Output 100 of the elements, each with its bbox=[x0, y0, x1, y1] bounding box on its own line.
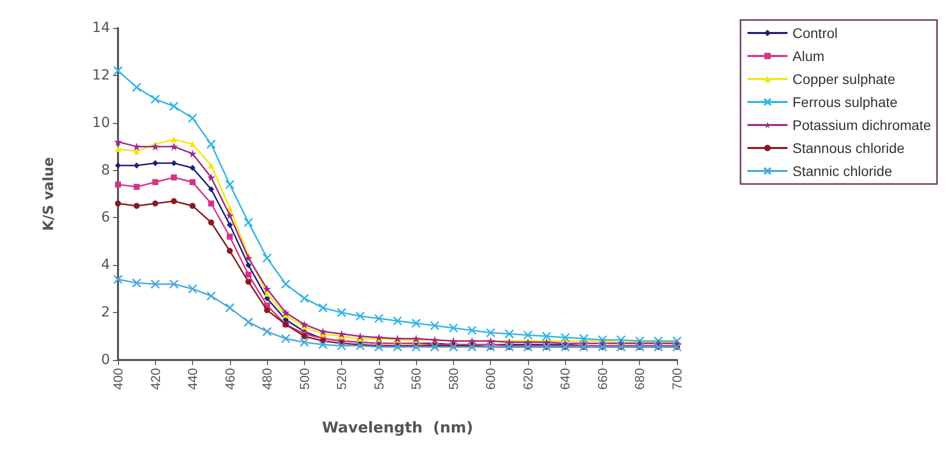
point bbox=[115, 162, 121, 169]
point bbox=[318, 340, 328, 350]
point bbox=[152, 160, 158, 166]
point bbox=[226, 222, 233, 228]
point bbox=[467, 326, 477, 336]
point bbox=[300, 337, 310, 347]
point bbox=[542, 332, 552, 342]
point bbox=[226, 234, 233, 240]
point bbox=[152, 179, 158, 186]
x-tick-label: 400 bbox=[110, 368, 126, 390]
point bbox=[226, 211, 234, 220]
y-axis-title: K/S value bbox=[41, 157, 57, 231]
point bbox=[114, 138, 122, 146]
point bbox=[151, 142, 160, 151]
y-tick-label: 0 bbox=[101, 352, 110, 368]
x-tick-label: 500 bbox=[296, 368, 312, 390]
x-tick-label: 640 bbox=[558, 368, 573, 390]
x-axis-title: Wavelength (nm) bbox=[322, 418, 474, 436]
point bbox=[616, 335, 626, 345]
point bbox=[280, 279, 290, 289]
point bbox=[374, 342, 384, 352]
legend-label: Stannous chloride bbox=[792, 140, 905, 156]
point bbox=[170, 174, 177, 180]
point bbox=[355, 341, 365, 351]
point bbox=[188, 113, 198, 123]
point bbox=[206, 291, 216, 301]
point bbox=[132, 142, 141, 151]
y-tick-label: 2 bbox=[101, 304, 110, 321]
x-tick-label: 440 bbox=[185, 368, 200, 390]
point bbox=[280, 334, 290, 344]
point bbox=[560, 332, 570, 342]
point bbox=[244, 317, 254, 327]
point bbox=[134, 184, 140, 190]
point bbox=[134, 202, 140, 209]
y-tick-label: 10 bbox=[92, 114, 110, 131]
x-tick-label: 700 bbox=[670, 368, 684, 390]
point bbox=[262, 253, 272, 263]
y-tick-label: 4 bbox=[101, 257, 110, 274]
x-tick-label: 540 bbox=[371, 368, 386, 390]
point bbox=[170, 198, 177, 204]
legend-label: Stannic chloride bbox=[792, 163, 892, 179]
point bbox=[244, 218, 254, 228]
point bbox=[579, 334, 589, 344]
x-tick-label: 420 bbox=[148, 368, 163, 390]
legend-label: Control bbox=[792, 25, 838, 41]
point bbox=[132, 82, 142, 92]
point bbox=[392, 316, 402, 326]
point bbox=[448, 323, 458, 333]
point bbox=[170, 136, 177, 142]
point bbox=[430, 320, 440, 330]
point bbox=[262, 326, 272, 336]
point bbox=[169, 279, 179, 289]
point bbox=[150, 279, 160, 289]
legend-label: Alum bbox=[792, 48, 824, 64]
point bbox=[336, 308, 346, 318]
point bbox=[318, 303, 328, 313]
point bbox=[300, 294, 310, 304]
point bbox=[356, 332, 364, 340]
point bbox=[318, 328, 327, 336]
point bbox=[115, 200, 121, 206]
x-tick-label: 600 bbox=[483, 368, 498, 390]
x-tick-label: 560 bbox=[408, 368, 424, 390]
point bbox=[208, 219, 214, 226]
point bbox=[300, 320, 308, 328]
point bbox=[208, 162, 214, 169]
point bbox=[152, 200, 158, 206]
point bbox=[115, 146, 121, 152]
point bbox=[245, 272, 252, 278]
point bbox=[355, 311, 365, 321]
point bbox=[188, 150, 197, 158]
point bbox=[448, 342, 458, 352]
point bbox=[170, 160, 177, 166]
point bbox=[634, 336, 644, 346]
point bbox=[523, 330, 533, 340]
y-tick-label: 6 bbox=[101, 210, 110, 226]
point bbox=[245, 262, 252, 268]
point bbox=[208, 200, 214, 206]
legend-label: Ferrous sulphate bbox=[792, 94, 898, 110]
x-tick-label: 660 bbox=[594, 368, 610, 390]
point bbox=[190, 164, 196, 171]
point bbox=[225, 180, 235, 190]
point bbox=[190, 179, 196, 186]
point bbox=[190, 202, 196, 209]
point bbox=[170, 142, 178, 151]
point bbox=[263, 284, 272, 293]
point bbox=[188, 284, 198, 294]
point bbox=[169, 102, 179, 112]
legend-label: Copper sulphate bbox=[792, 71, 896, 87]
point bbox=[206, 139, 216, 149]
point bbox=[113, 66, 123, 76]
point bbox=[132, 278, 142, 288]
point bbox=[225, 303, 235, 313]
point bbox=[374, 333, 383, 342]
x-tick-label: 620 bbox=[520, 368, 536, 390]
x-tick-label: 520 bbox=[334, 368, 350, 390]
point bbox=[282, 308, 290, 317]
point bbox=[467, 342, 477, 352]
x-tick-label: 680 bbox=[632, 368, 648, 390]
point bbox=[654, 336, 664, 346]
y-tick-label: 14 bbox=[92, 20, 110, 36]
